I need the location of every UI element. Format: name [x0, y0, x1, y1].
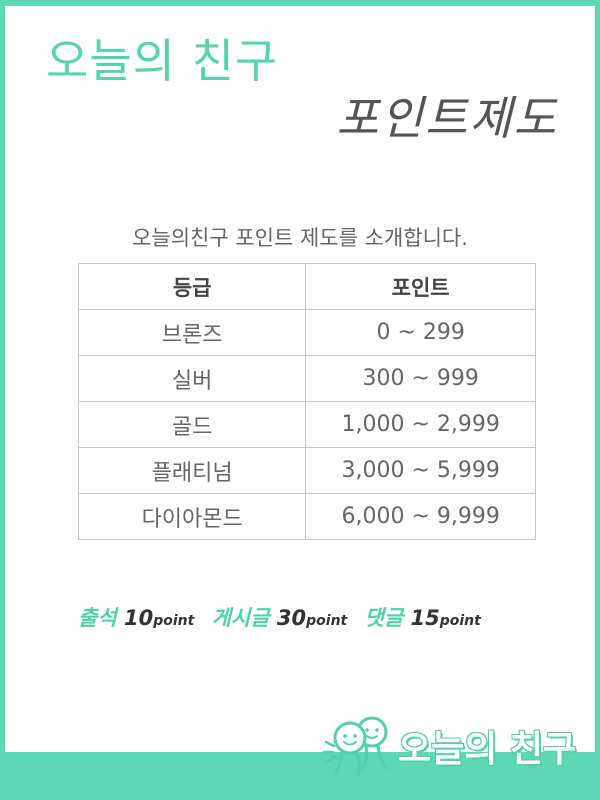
rule-value: 10 [123, 606, 154, 630]
rule-value: 15 [410, 606, 440, 630]
grade-cell: 실버 [77, 355, 307, 402]
page-subtitle: 포인트제도 [336, 91, 558, 145]
points-cell: 300 ~ 999 [305, 355, 536, 402]
grade-cell: 브론즈 [77, 309, 307, 356]
header-points: 포인트 [305, 263, 536, 310]
rule-attendance: 출석 10point [78, 606, 194, 630]
table-header-row: 등급 포인트 [77, 263, 536, 310]
rule-unit: point [306, 613, 348, 629]
logo-text: 오늘의 친구 [397, 728, 577, 771]
rule-name: 댓글 [364, 606, 404, 630]
table-row: 플래티넘 3,000 ~ 5,999 [77, 447, 536, 494]
grade-cell: 플래티넘 [77, 447, 307, 494]
grade-cell: 골드 [77, 401, 307, 448]
points-cell: 6,000 ~ 9,999 [305, 493, 536, 540]
table-row: 브론즈 0 ~ 299 [77, 309, 536, 356]
two-smiling-friends-icon [322, 716, 388, 778]
page-title: 오늘의 친구 [46, 34, 279, 88]
bottom-band [0, 752, 600, 800]
points-cell: 1,000 ~ 2,999 [305, 401, 536, 448]
table-row: 다이아몬드 6,000 ~ 9,999 [77, 493, 536, 540]
header-grade: 등급 [77, 263, 307, 310]
rule-unit: point [153, 613, 195, 629]
table-row: 실버 300 ~ 999 [77, 355, 536, 402]
points-cell: 0 ~ 299 [305, 309, 536, 356]
rule-unit: point [439, 613, 481, 629]
table-row: 골드 1,000 ~ 2,999 [77, 401, 536, 448]
rule-comment: 댓글 15point [365, 606, 481, 630]
grade-table: 등급 포인트 브론즈 0 ~ 299 실버 300 ~ 999 골드 1,000… [77, 263, 536, 540]
intro-text: 오늘의친구 포인트 제도를 소개합니다. [132, 226, 468, 250]
rule-post: 게시글 30point [212, 606, 348, 630]
grade-cell: 다이아몬드 [77, 493, 307, 540]
point-rules: 출석 10point 게시글 30point 댓글 15point [78, 602, 548, 632]
rule-name: 게시글 [211, 606, 270, 630]
points-cell: 3,000 ~ 5,999 [305, 447, 536, 494]
rule-value: 30 [276, 606, 307, 630]
rule-name: 출석 [78, 606, 117, 630]
brand-logo: 오늘의 친구 [322, 712, 592, 782]
